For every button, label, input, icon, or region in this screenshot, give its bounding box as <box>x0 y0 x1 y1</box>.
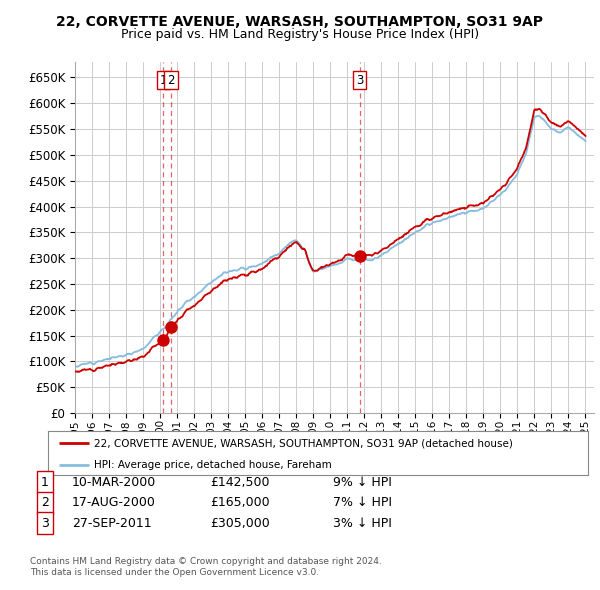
Text: 17-AUG-2000: 17-AUG-2000 <box>72 496 156 509</box>
Text: 3: 3 <box>356 74 364 87</box>
Text: £305,000: £305,000 <box>210 517 270 530</box>
Text: This data is licensed under the Open Government Licence v3.0.: This data is licensed under the Open Gov… <box>30 568 319 577</box>
Text: Price paid vs. HM Land Registry's House Price Index (HPI): Price paid vs. HM Land Registry's House … <box>121 28 479 41</box>
Text: 2: 2 <box>41 496 49 509</box>
Text: 22, CORVETTE AVENUE, WARSASH, SOUTHAMPTON, SO31 9AP (detached house): 22, CORVETTE AVENUE, WARSASH, SOUTHAMPTO… <box>94 438 513 448</box>
Text: 1: 1 <box>160 74 167 87</box>
Text: 27-SEP-2011: 27-SEP-2011 <box>72 517 152 530</box>
Text: Contains HM Land Registry data © Crown copyright and database right 2024.: Contains HM Land Registry data © Crown c… <box>30 558 382 566</box>
Text: 10-MAR-2000: 10-MAR-2000 <box>72 476 156 489</box>
Text: 2: 2 <box>167 74 175 87</box>
Text: 3% ↓ HPI: 3% ↓ HPI <box>333 517 392 530</box>
Text: £165,000: £165,000 <box>210 496 269 509</box>
Text: £142,500: £142,500 <box>210 476 269 489</box>
Text: HPI: Average price, detached house, Fareham: HPI: Average price, detached house, Fare… <box>94 460 332 470</box>
Text: 1: 1 <box>41 476 49 489</box>
Text: 7% ↓ HPI: 7% ↓ HPI <box>333 496 392 509</box>
Text: 9% ↓ HPI: 9% ↓ HPI <box>333 476 392 489</box>
Text: 3: 3 <box>41 517 49 530</box>
Text: 22, CORVETTE AVENUE, WARSASH, SOUTHAMPTON, SO31 9AP: 22, CORVETTE AVENUE, WARSASH, SOUTHAMPTO… <box>56 15 544 29</box>
